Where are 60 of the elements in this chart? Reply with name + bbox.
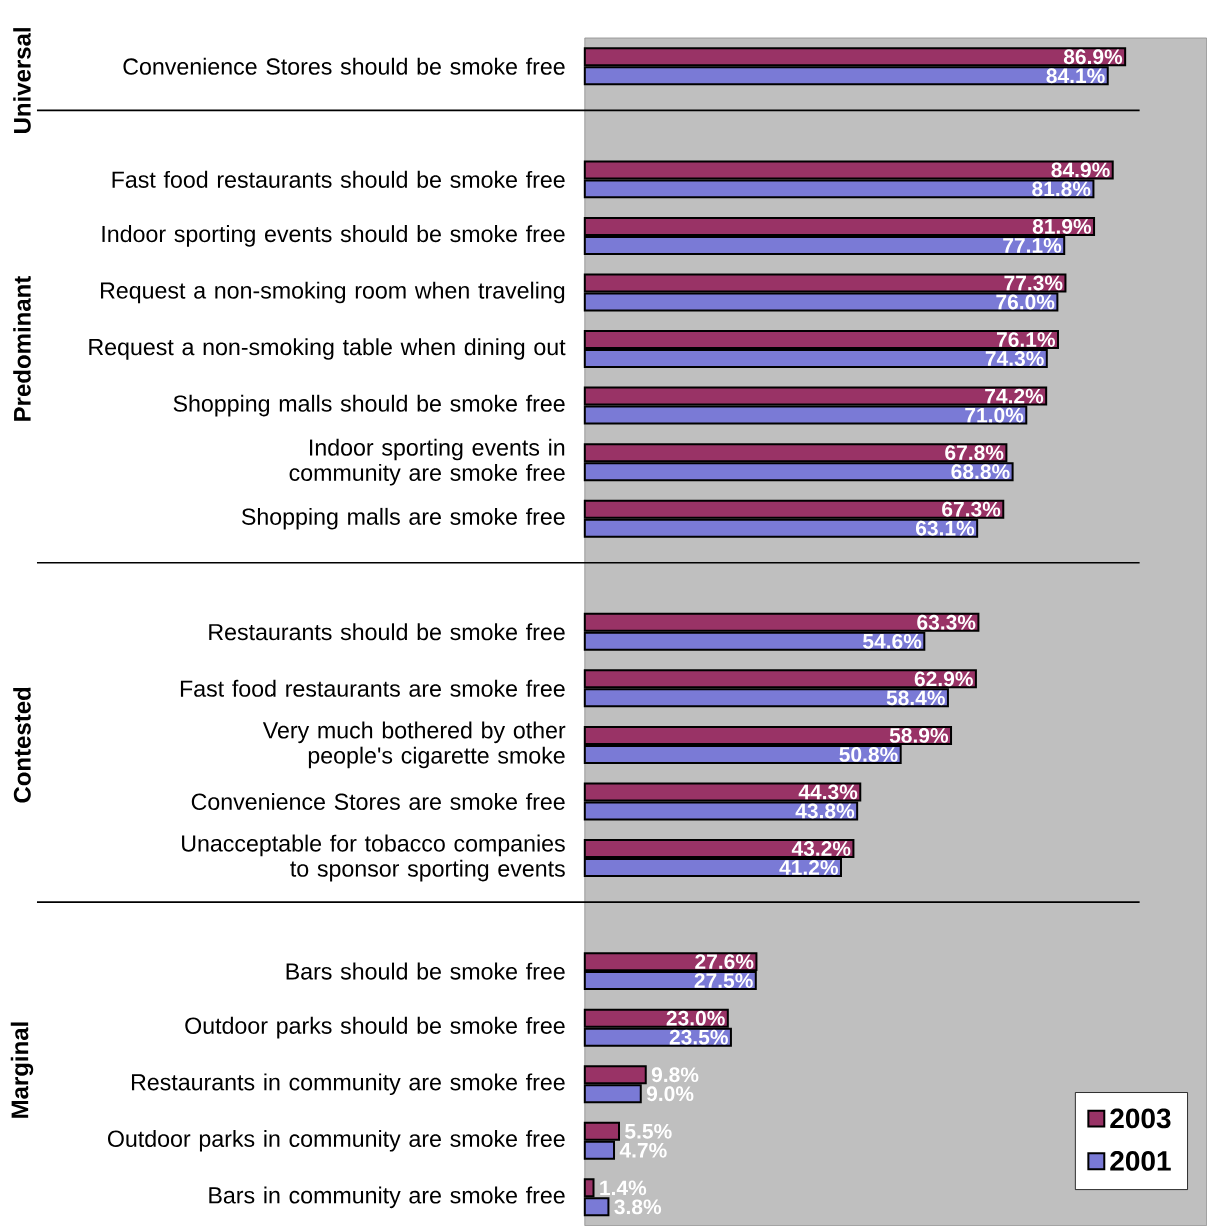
legend-label: 2003 — [1110, 1108, 1171, 1129]
y-tick-label: Very much bothered by other people's cigarette smoke — [262, 721, 566, 769]
y-tick-label: Restaurants in community are smoke free — [131, 1073, 565, 1096]
y-tick-label: Request a non-smoking table when dining out — [89, 338, 566, 360]
data-label: 27.6% — [695, 954, 754, 970]
y-tick-label: Unacceptable for tobacco companies to sponsor sporting events — [182, 834, 565, 882]
legend-label: 2001 — [1110, 1151, 1171, 1171]
data-label: 3.8% — [614, 1199, 662, 1215]
data-label: 1.4% — [600, 1180, 647, 1196]
y-tick-label: Indoor sporting events should be smoke free — [102, 225, 565, 247]
y-tick-label: Outdoor parks should be smoke free — [185, 1016, 565, 1039]
data-label: 77.3% — [1004, 275, 1063, 291]
data-label: 84.9% — [1051, 162, 1110, 178]
data-label: 84.1% — [1046, 68, 1105, 84]
data-label: 5.5% — [625, 1123, 672, 1139]
y-tick-label: Indoor sporting events in community are smoke free — [289, 438, 565, 486]
data-label: 62.9% — [914, 671, 973, 687]
data-label: 67.3% — [942, 501, 1001, 517]
y-tick-label: Fast food restaurants should be smoke free — [112, 170, 565, 188]
data-label: 54.6% — [863, 633, 922, 649]
y-tick-label: Bars should be smoke free — [286, 962, 565, 980]
y-tick-label: Restaurants should be smoke free — [209, 623, 565, 641]
data-label: 71.0% — [965, 407, 1024, 423]
y-tick-label: Shopping malls are smoke free — [241, 507, 565, 530]
y-tick-label: Outdoor parks in community are smoke free — [107, 1129, 565, 1152]
data-label: 63.3% — [917, 614, 976, 630]
data-label: 23.5% — [669, 1029, 728, 1045]
y-tick-label: Bars in community are smoke free — [209, 1186, 565, 1209]
data-label: 81.9% — [1032, 219, 1092, 234]
data-label: 81.8% — [1032, 181, 1091, 197]
y-tick-label: Convenience Stores are smoke free — [191, 792, 565, 810]
data-label: 76.0% — [996, 294, 1055, 310]
data-label: 9.8% — [651, 1067, 699, 1083]
text: Marginal — [10, 1022, 34, 1118]
data-label: 67.8% — [945, 445, 1004, 461]
text: Predominant — [13, 276, 31, 421]
data-label: 68.8% — [951, 464, 1010, 480]
y-tick-label: Fast food restaurants are smoke free — [180, 679, 565, 697]
data-label: 63.1% — [915, 520, 975, 536]
data-label: 50.8% — [839, 746, 898, 762]
data-label: 41.2% — [779, 860, 838, 875]
data-label: 27.5% — [694, 973, 753, 989]
data-label: 43.8% — [795, 803, 855, 819]
text: Contested — [13, 687, 31, 803]
data-label: 74.2% — [985, 388, 1044, 404]
text: Universal — [13, 28, 31, 133]
data-label: 44.3% — [798, 784, 858, 800]
y-tick-label: Request a non-smoking room when traveling — [101, 281, 565, 304]
data-label: 4.7% — [619, 1142, 667, 1158]
data-label: 74.3% — [985, 351, 1044, 366]
data-label: 77.1% — [1003, 238, 1062, 253]
data-label: 76.1% — [996, 332, 1056, 347]
data-label: 86.9% — [1063, 49, 1123, 65]
data-label: 58.4% — [886, 690, 945, 706]
data-label: 43.2% — [791, 841, 851, 856]
data-label: 9.0% — [646, 1086, 694, 1102]
y-tick-label: Shopping malls should be smoke free — [173, 394, 565, 417]
y-tick-label: Convenience Stores should be smoke free — [123, 57, 565, 75]
data-label: 23.0% — [666, 1010, 725, 1026]
data-label: 58.9% — [889, 728, 949, 743]
